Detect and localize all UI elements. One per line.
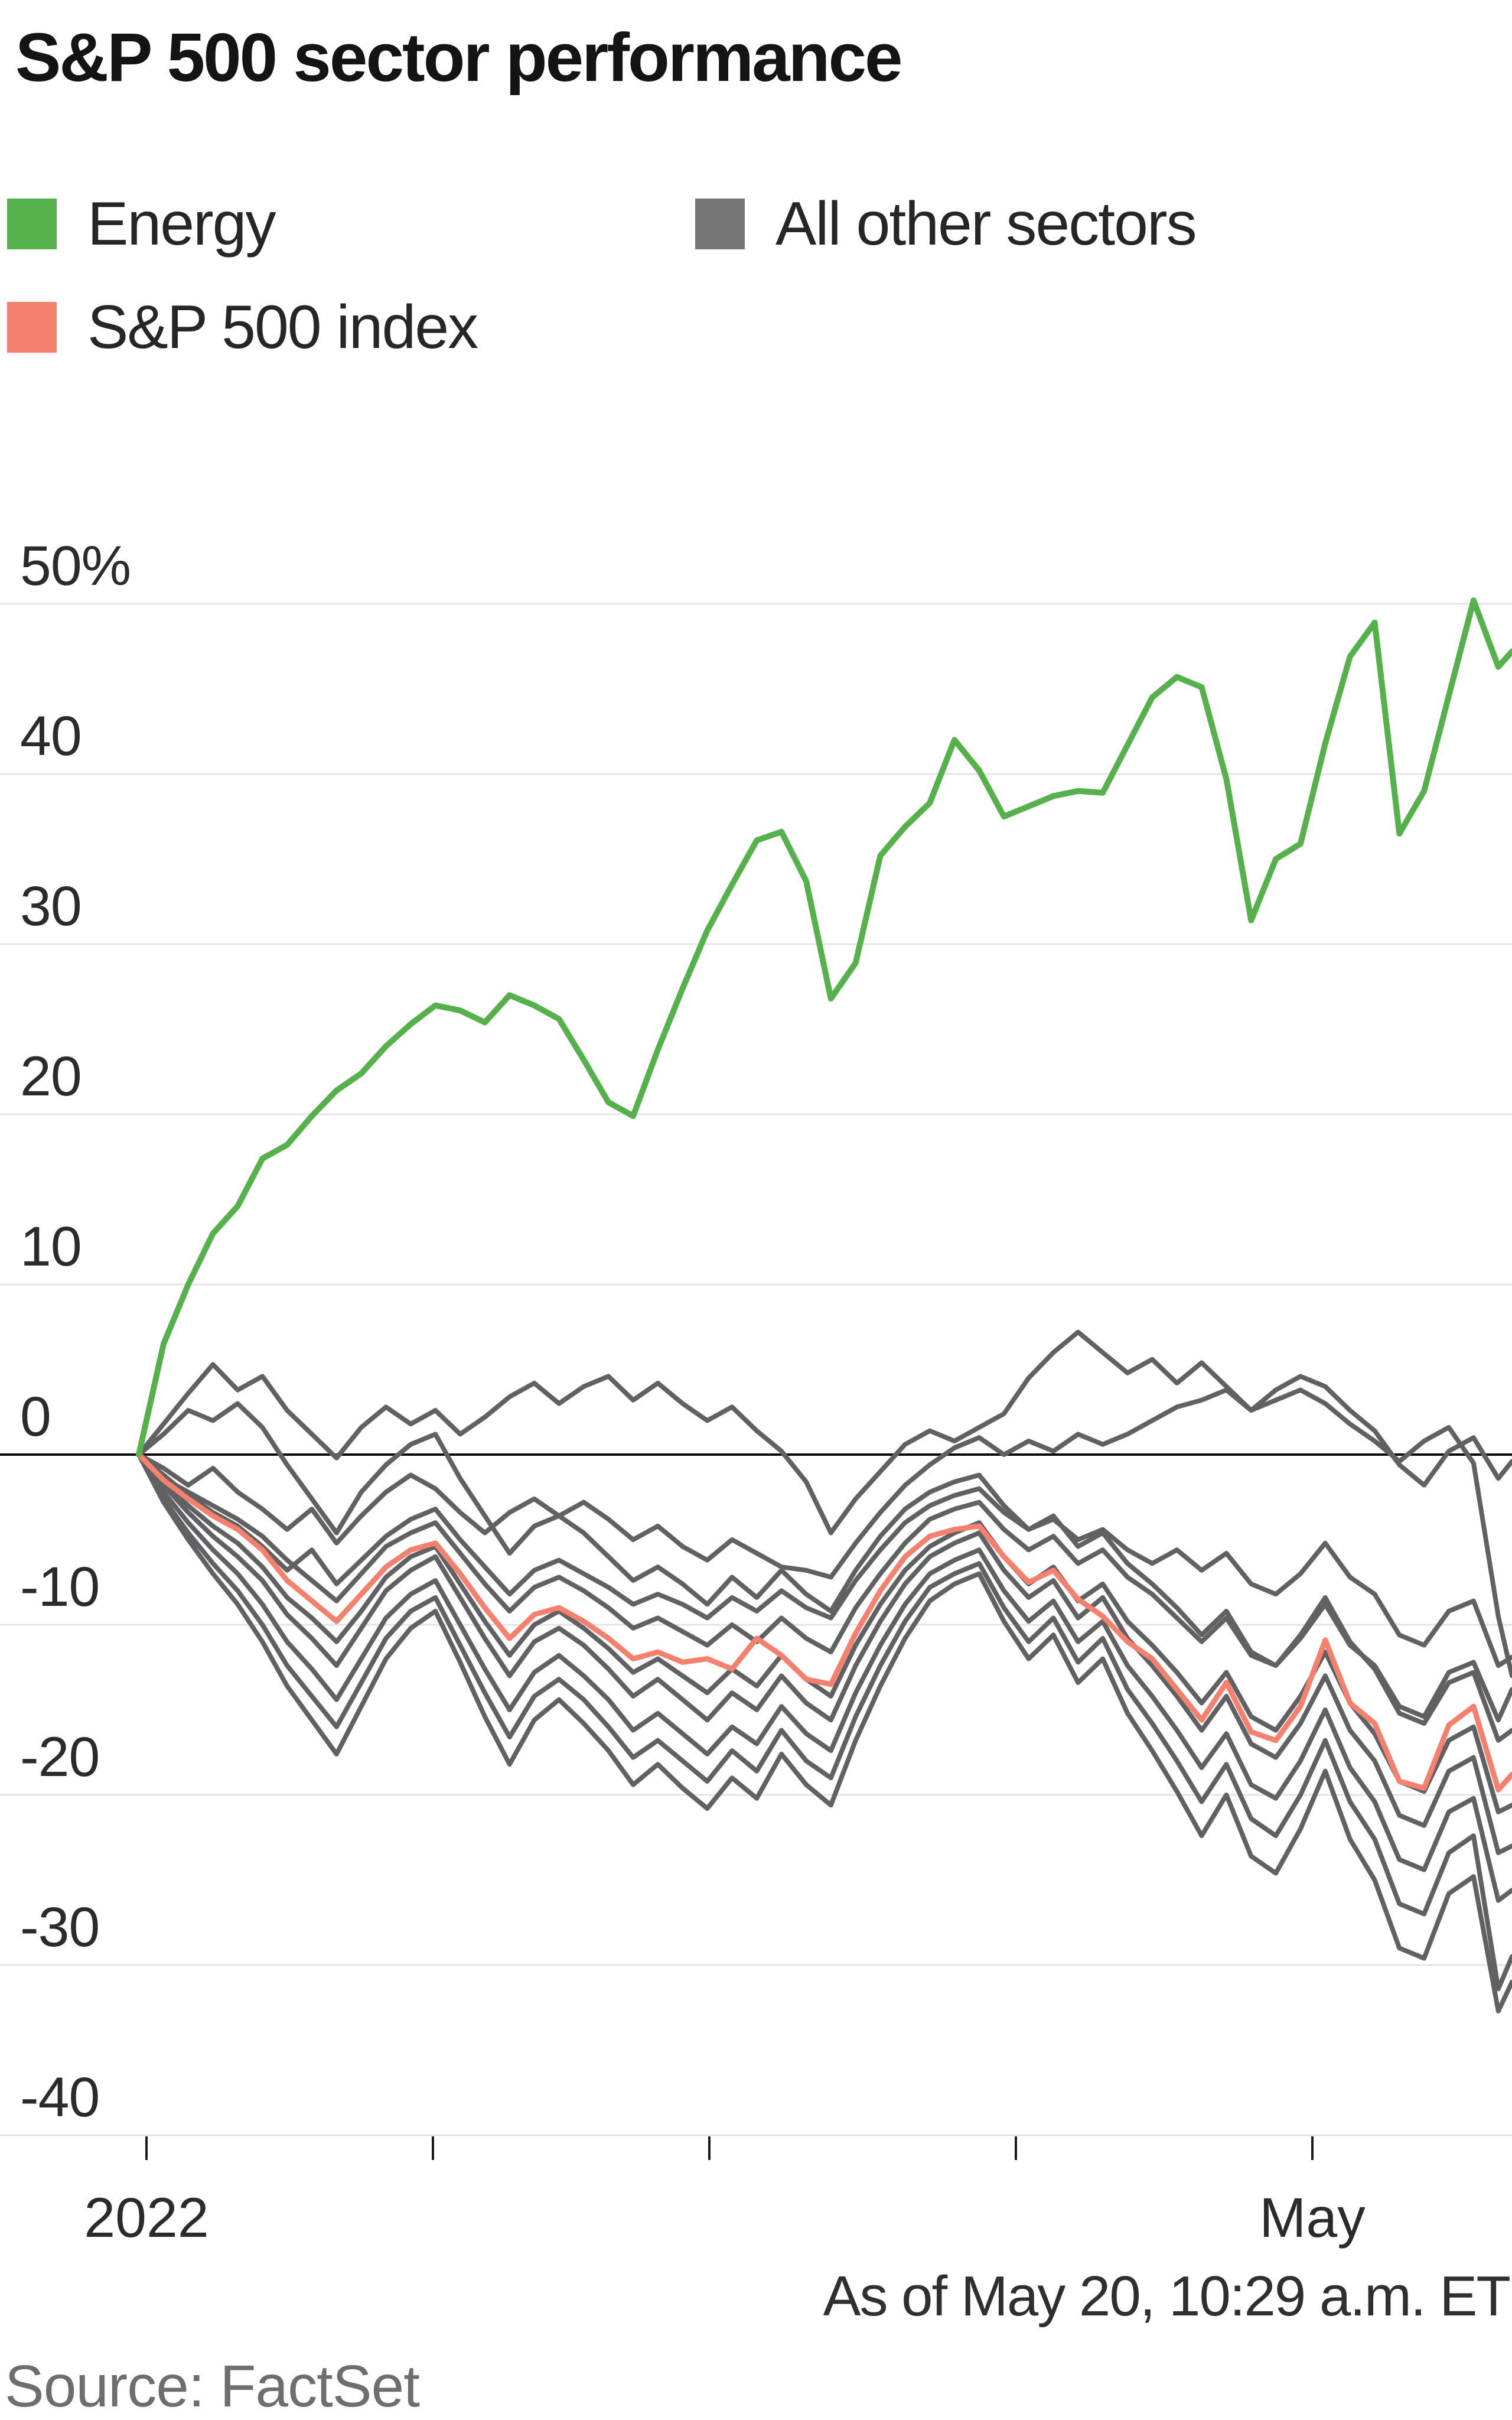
- legend-label: Energy: [87, 189, 276, 258]
- sp500-swatch-icon: [7, 302, 57, 353]
- energy-swatch-icon: [7, 199, 57, 249]
- series-line-sector-4: [136, 1452, 1512, 1723]
- series-line-sector-5: [136, 1401, 1512, 1743]
- y-axis-label: -20: [20, 1726, 100, 1788]
- y-axis-label: 30: [20, 875, 82, 938]
- legend-item-all-other-sectors: All other sectors: [695, 190, 1197, 258]
- legend-label: S&P 500 index: [87, 292, 478, 362]
- y-axis-label: 0: [20, 1385, 51, 1448]
- series-line-sector-2: [136, 1387, 1512, 1679]
- page-title: S&P 500 sector performance: [15, 19, 902, 96]
- series-line-sector-3: [136, 1452, 1512, 1668]
- series-line-sector-8: [136, 1452, 1512, 1903]
- y-axis-label: 50%: [20, 535, 131, 597]
- series-line-sector-7: [136, 1452, 1512, 1855]
- legend-label: All other sectors: [775, 189, 1197, 258]
- y-axis-label: -40: [20, 2066, 100, 2129]
- series-line-sector-6: [136, 1452, 1512, 1814]
- other-sectors-swatch-icon: [695, 199, 745, 249]
- as-of-note: As of May 20, 10:29 a.m. ET: [823, 2265, 1511, 2328]
- series-line-Energy: [136, 597, 1512, 1458]
- legend-item-energy: Energy: [7, 190, 276, 258]
- y-axis-label: 40: [20, 705, 82, 767]
- series-line-S&P 500 index: [136, 1452, 1512, 1793]
- x-axis-label: 2022: [84, 2187, 209, 2249]
- series-line-sector-10: [136, 1452, 1512, 2014]
- series-line-sector-1: [136, 1329, 1512, 1536]
- legend-item-sp500: S&P 500 index: [7, 293, 478, 362]
- x-axis-label: May: [1259, 2187, 1366, 2249]
- y-axis-label: 10: [20, 1215, 82, 1278]
- y-axis-label: 20: [20, 1045, 82, 1108]
- y-axis-label: -10: [20, 1556, 100, 1618]
- source-note: Source: FactSet: [5, 2353, 420, 2419]
- series-line-sector-9: [136, 1452, 1512, 1992]
- y-axis-label: -30: [20, 1896, 100, 1959]
